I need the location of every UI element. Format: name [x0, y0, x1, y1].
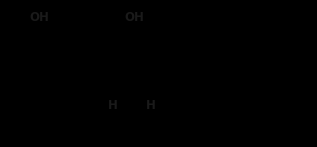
Text: H: H [107, 99, 118, 112]
Text: OH: OH [30, 11, 49, 24]
Text: H: H [146, 99, 156, 112]
Text: OH: OH [125, 11, 145, 24]
